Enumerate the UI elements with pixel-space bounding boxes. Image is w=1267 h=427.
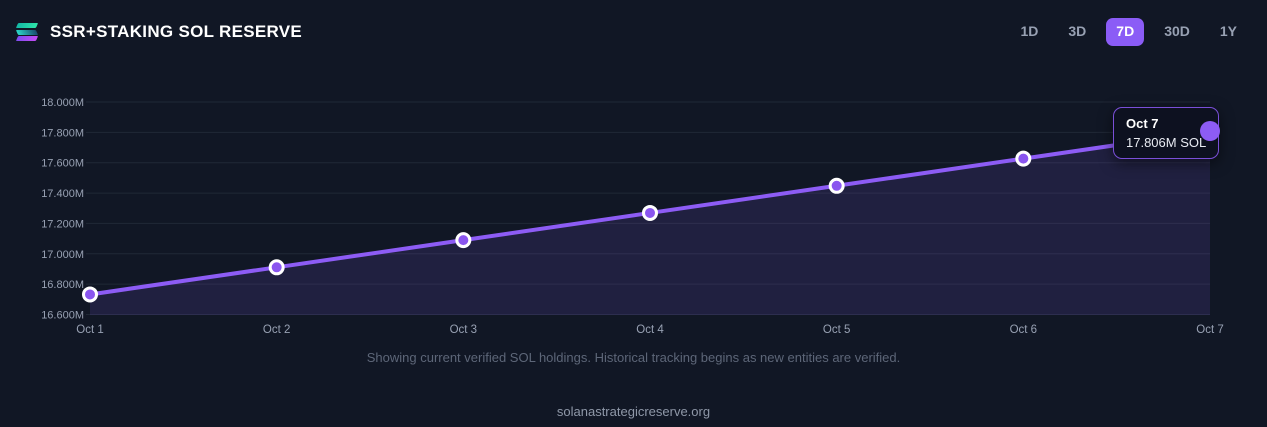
range-button-7d[interactable]: 7D (1106, 18, 1145, 46)
chart-subtitle: Showing current verified SOL holdings. H… (366, 350, 901, 365)
svg-text:Oct 1: Oct 1 (76, 324, 103, 336)
tooltip-value: 17.806M SOL (1126, 135, 1207, 150)
svg-text:17.200M: 17.200M (41, 218, 84, 230)
page-title: SSR+STAKING SOL RESERVE (50, 22, 303, 41)
header: SSR+STAKING SOL RESERVE 1D 3D 7D 30D 1Y (0, 0, 1267, 64)
range-button-30d[interactable]: 30D (1154, 18, 1200, 46)
solana-logo-bar (15, 29, 39, 35)
range-button-3d[interactable]: 3D (1058, 18, 1096, 46)
svg-text:Oct 6: Oct 6 (1010, 324, 1037, 336)
svg-text:17.000M: 17.000M (41, 249, 84, 261)
svg-text:16.800M: 16.800M (41, 279, 84, 291)
time-range-selector: 1D 3D 7D 30D 1Y (1010, 18, 1247, 46)
solana-logo-bar (15, 23, 39, 28)
svg-text:17.600M: 17.600M (41, 158, 84, 170)
svg-text:Oct 7: Oct 7 (1196, 324, 1223, 336)
chart-svg[interactable]: 16.600M 16.800M 17.000M 17.200M 17.400M 17.60… (0, 85, 1267, 347)
footer-link[interactable]: solanastrategicreserve.org (556, 404, 711, 419)
chart-area[interactable]: 16.600M 16.800M 17.000M 17.200M 17.400M 17.60… (0, 85, 1267, 347)
svg-text:17.800M: 17.800M (41, 127, 84, 139)
svg-text:17.400M: 17.400M (41, 188, 84, 200)
tooltip-date: Oct 7 (1126, 116, 1159, 131)
solana-logo-bar (15, 36, 39, 41)
svg-text:18.000M: 18.000M (41, 97, 84, 109)
svg-text:Oct 2: Oct 2 (263, 324, 290, 336)
svg-text:16.600M: 16.600M (41, 310, 84, 322)
svg-text:Oct 3: Oct 3 (450, 324, 477, 336)
range-button-1d[interactable]: 1D (1010, 18, 1048, 46)
active-data-point[interactable] (1200, 121, 1220, 142)
solana-logo-icon (14, 19, 40, 45)
svg-text:Oct 4: Oct 4 (636, 324, 664, 336)
range-button-1y[interactable]: 1Y (1210, 18, 1247, 46)
svg-text:Oct 5: Oct 5 (823, 324, 850, 336)
